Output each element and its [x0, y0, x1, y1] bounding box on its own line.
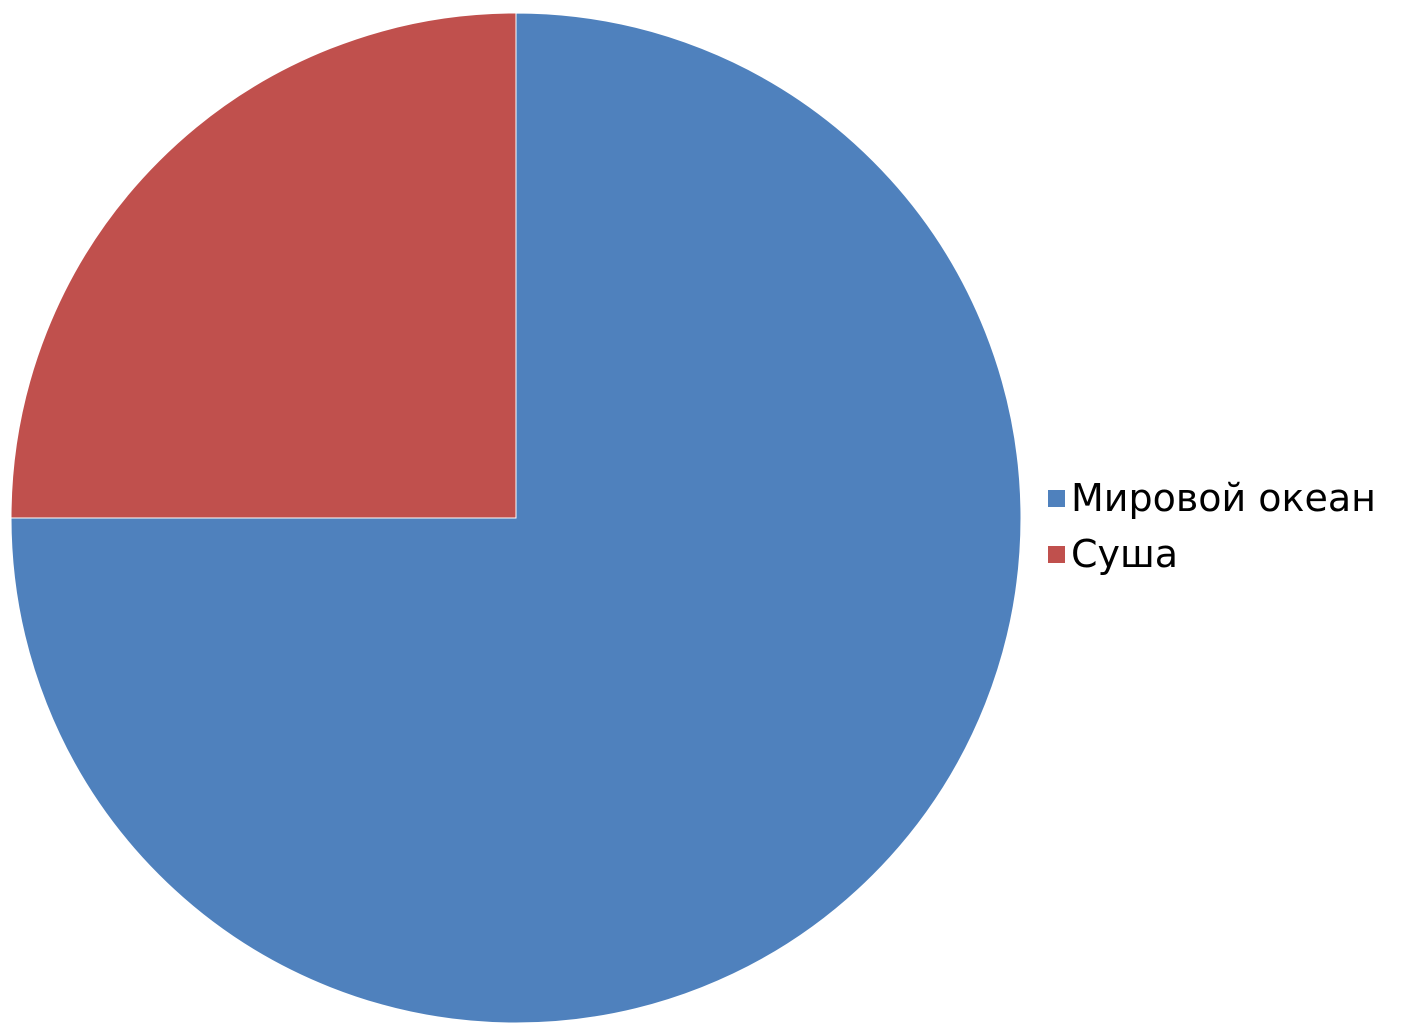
legend-label-ocean: Мировой океан [1071, 476, 1376, 520]
pie-slice-land [10, 12, 517, 519]
pie-slice-ocean [10, 12, 1022, 1024]
legend: Мировой океан Суша [1048, 470, 1376, 582]
legend-item-ocean: Мировой океан [1048, 470, 1376, 526]
legend-swatch-ocean [1048, 489, 1065, 507]
legend-item-land: Суша [1048, 526, 1376, 582]
legend-swatch-land [1048, 545, 1065, 563]
pie-chart [10, 12, 1022, 1024]
legend-label-land: Суша [1071, 532, 1179, 576]
